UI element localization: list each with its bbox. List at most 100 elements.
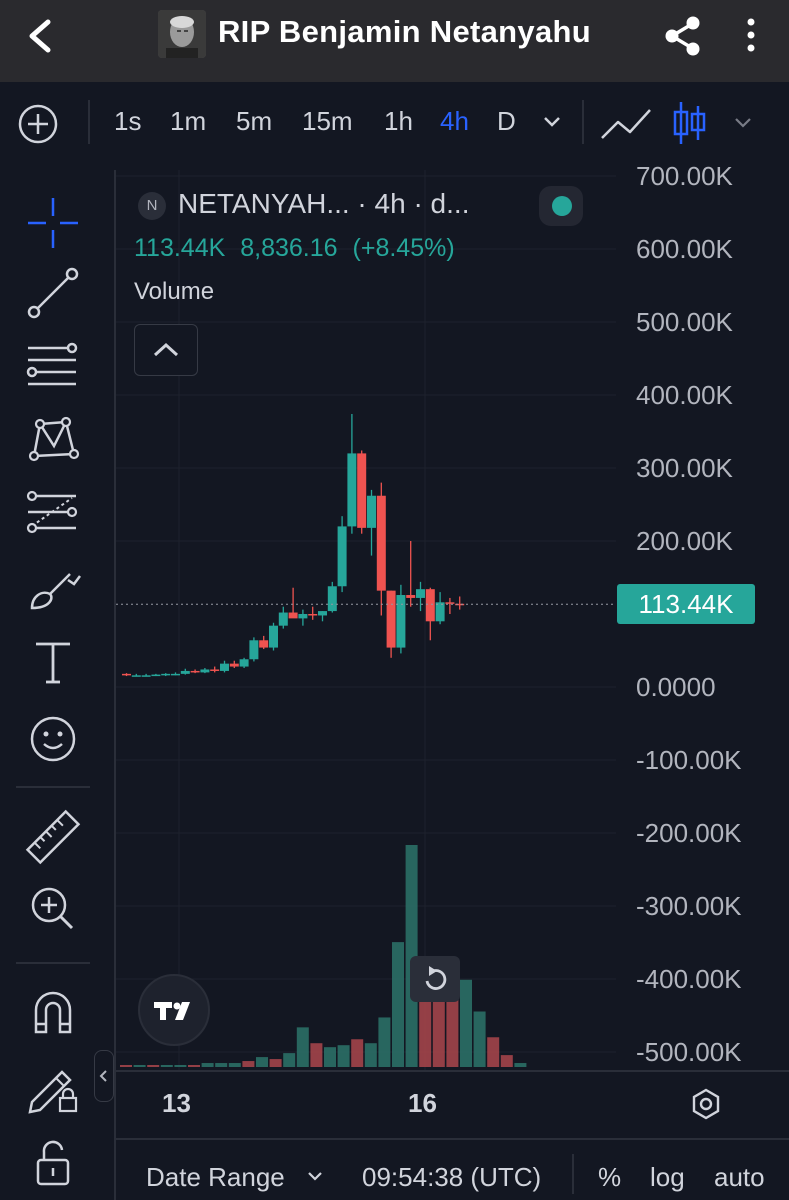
volume-bar xyxy=(446,985,459,1067)
settings-icon[interactable] xyxy=(688,1086,724,1122)
price-label: 500.00K xyxy=(636,307,733,337)
candlestick-chart-icon[interactable] xyxy=(672,100,706,146)
price-label: 0.0000 xyxy=(636,672,716,702)
candle-body xyxy=(239,659,249,667)
price-label: -500.00K xyxy=(636,1037,742,1067)
bottom-bar: Date Range 09:54:38 (UTC) % log auto xyxy=(114,1138,789,1200)
auto-scale-button[interactable]: auto xyxy=(714,1162,765,1192)
candle-body xyxy=(347,453,357,527)
bottom-bar-divider xyxy=(572,1154,574,1194)
volume-bar xyxy=(473,1011,486,1067)
more-options-icon[interactable] xyxy=(738,14,764,58)
unlock-icon[interactable] xyxy=(22,1130,84,1192)
volume-bar xyxy=(188,1065,200,1067)
chart-toolbar: 1s 1m 5m 15m 1h 4h D xyxy=(0,82,789,162)
status-dot-icon xyxy=(552,196,572,216)
chart-grid xyxy=(116,170,616,1070)
collapse-toolbar-handle[interactable] xyxy=(94,1050,114,1102)
legend-values: 113.44K 8,836.16 (+8.45%) xyxy=(134,234,463,263)
volume-bar xyxy=(500,1055,513,1067)
token-avatar xyxy=(158,10,206,58)
candle-body xyxy=(249,640,259,660)
reset-chart-button[interactable] xyxy=(410,956,460,1002)
timeframe-d[interactable]: D xyxy=(497,106,516,136)
price-label: -100.00K xyxy=(636,745,742,775)
zoom-in-icon[interactable] xyxy=(22,878,84,940)
timeframe-5m[interactable]: 5m xyxy=(236,106,273,136)
legend-change: 8,836.16 xyxy=(240,234,338,262)
candle-body xyxy=(445,602,455,604)
volume-bar xyxy=(215,1063,228,1067)
reset-icon xyxy=(425,966,447,990)
market-status[interactable] xyxy=(539,186,583,226)
timeframe-1m[interactable]: 1m xyxy=(170,106,207,136)
volume-bar xyxy=(460,979,472,1067)
collapse-legend-button[interactable] xyxy=(134,324,198,376)
lock-drawings-icon[interactable] xyxy=(22,1056,84,1118)
date-range-button[interactable]: Date Range xyxy=(146,1162,285,1192)
price-label: -300.00K xyxy=(636,891,742,921)
last-price-tag: 113.44K xyxy=(617,584,755,625)
timeframe-1s[interactable]: 1s xyxy=(114,106,142,136)
candle-body xyxy=(229,663,239,667)
chevron-down-icon[interactable] xyxy=(306,1170,324,1184)
fib-retracement-icon[interactable] xyxy=(22,482,84,544)
add-indicator-icon[interactable] xyxy=(16,102,60,146)
timeframe-15m[interactable]: 15m xyxy=(302,106,353,136)
price-label: 700.00K xyxy=(636,161,733,191)
candlestick-chart[interactable] xyxy=(116,170,789,1070)
candle-body xyxy=(220,663,229,671)
horizontal-lines-icon[interactable] xyxy=(22,336,84,398)
volume-bar xyxy=(256,1057,268,1067)
timeframe-4h[interactable]: 4h xyxy=(440,106,469,136)
volume-bar xyxy=(296,1027,309,1067)
brush-icon[interactable] xyxy=(22,558,84,620)
candle-body xyxy=(298,614,308,619)
log-scale-button[interactable]: log xyxy=(650,1162,685,1192)
toolbar-divider xyxy=(16,786,90,788)
share-icon[interactable] xyxy=(660,14,706,58)
volume-bar xyxy=(351,1039,364,1067)
candle-body xyxy=(308,614,318,616)
candle-body xyxy=(141,675,151,677)
volume-bar xyxy=(337,1045,350,1067)
timeframe-1h[interactable]: 1h xyxy=(384,106,413,136)
percent-scale-button[interactable]: % xyxy=(598,1162,622,1192)
volume-bar xyxy=(133,1065,146,1067)
crosshair-icon[interactable] xyxy=(22,192,84,254)
symbol-title[interactable]: NETANYAH... · 4h · d... xyxy=(178,188,470,219)
time-axis[interactable]: 13 16 xyxy=(114,1070,789,1138)
candle-body xyxy=(190,670,200,673)
chevron-left-icon xyxy=(99,1070,107,1082)
volume-bar xyxy=(283,1053,296,1067)
price-label: 300.00K xyxy=(636,453,733,483)
volume-bar xyxy=(392,942,404,1067)
pattern-icon[interactable] xyxy=(22,408,84,470)
toolbar-divider xyxy=(582,100,584,144)
tradingview-logo-icon xyxy=(154,1002,190,1020)
magnet-icon[interactable] xyxy=(22,982,84,1044)
tradingview-logo[interactable] xyxy=(138,974,210,1046)
volume-indicator-label[interactable]: Volume xyxy=(134,278,215,305)
emoji-icon[interactable] xyxy=(22,708,84,770)
line-chart-icon[interactable] xyxy=(600,104,652,144)
chart-pane[interactable] xyxy=(114,170,789,1070)
chevron-down-icon[interactable] xyxy=(732,114,754,132)
candle-body xyxy=(406,595,416,598)
back-arrow-icon[interactable] xyxy=(20,14,64,58)
trend-line-icon[interactable] xyxy=(22,262,84,324)
candle-body xyxy=(210,669,220,671)
volume-bar xyxy=(242,1061,255,1067)
chevron-down-icon[interactable] xyxy=(540,112,564,132)
candle-body xyxy=(171,673,180,676)
ruler-icon[interactable] xyxy=(22,806,84,868)
utc-clock[interactable]: 09:54:38 (UTC) xyxy=(362,1162,542,1192)
volume-bar xyxy=(405,845,418,1067)
toolbar-divider xyxy=(88,100,90,144)
candle-body xyxy=(269,625,278,648)
price-label: -200.00K xyxy=(636,818,742,848)
volume-bars xyxy=(120,845,527,1067)
candle-body xyxy=(376,495,386,591)
candle-body xyxy=(327,586,337,612)
text-tool-icon[interactable] xyxy=(22,632,84,694)
